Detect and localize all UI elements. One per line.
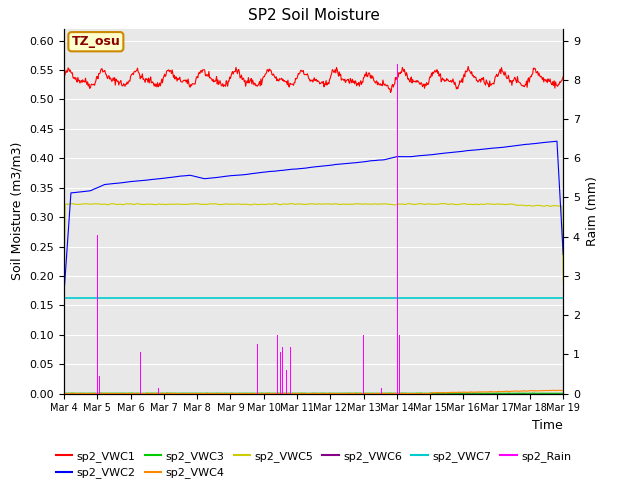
sp2_VWC6 [170, 391, 178, 396]
sp2_VWC4 [170, 391, 178, 396]
sp2_VWC7 [191, 295, 199, 300]
sp2_VWC5 [559, 278, 567, 284]
sp2_VWC7 [354, 295, 362, 300]
Line: sp2_VWC4: sp2_VWC4 [64, 390, 563, 394]
sp2_VWC1 [465, 63, 472, 69]
sp2_VWC2 [170, 174, 177, 180]
X-axis label: Time: Time [532, 419, 563, 432]
sp2_VWC2 [354, 159, 362, 165]
sp2_VWC7 [559, 295, 567, 300]
sp2_VWC3 [559, 390, 567, 396]
sp2_VWC5 [403, 201, 411, 207]
sp2_VWC6 [425, 391, 433, 396]
sp2_VWC5 [191, 201, 199, 206]
sp2_VWC4 [404, 391, 412, 396]
sp2_VWC1 [515, 79, 523, 85]
sp2_VWC1 [170, 74, 177, 80]
sp2_VWC4 [307, 391, 314, 396]
sp2_VWC1 [559, 73, 567, 79]
sp2_VWC1 [354, 81, 362, 87]
sp2_VWC5 [354, 201, 362, 207]
sp2_VWC7 [403, 295, 411, 300]
Line: sp2_VWC1: sp2_VWC1 [64, 66, 563, 93]
sp2_VWC6 [515, 391, 523, 396]
sp2_VWC2 [60, 290, 68, 296]
sp2_VWC5 [515, 203, 522, 208]
Title: SP2 Soil Moisture: SP2 Soil Moisture [248, 9, 380, 24]
sp2_VWC3 [180, 390, 188, 396]
sp2_VWC4 [61, 391, 69, 396]
sp2_VWC4 [515, 388, 522, 394]
sp2_VWC2 [553, 138, 561, 144]
sp2_VWC6 [559, 391, 567, 396]
sp2_VWC6 [60, 391, 68, 396]
sp2_VWC5 [406, 201, 413, 206]
sp2_VWC3 [355, 390, 362, 396]
sp2_VWC2 [514, 143, 522, 148]
sp2_VWC3 [307, 390, 314, 396]
sp2_VWC2 [306, 165, 314, 170]
sp2_VWC6 [137, 390, 145, 396]
sp2_VWC7 [514, 295, 522, 300]
sp2_VWC4 [559, 387, 567, 393]
sp2_VWC3 [404, 390, 412, 396]
sp2_VWC6 [355, 391, 362, 396]
Legend: sp2_VWC1, sp2_VWC2, sp2_VWC3, sp2_VWC4, sp2_VWC5, sp2_VWC6, sp2_VWC7, sp2_Rain: sp2_VWC1, sp2_VWC2, sp2_VWC3, sp2_VWC4, … [51, 446, 576, 480]
sp2_VWC7 [306, 295, 314, 300]
sp2_VWC6 [404, 391, 412, 396]
sp2_VWC1 [60, 73, 68, 79]
Line: sp2_VWC5: sp2_VWC5 [64, 204, 563, 281]
sp2_VWC3 [60, 390, 68, 396]
sp2_VWC6 [192, 391, 200, 396]
sp2_VWC3 [170, 390, 177, 396]
sp2_VWC7 [170, 295, 177, 300]
Y-axis label: Raim (mm): Raim (mm) [586, 176, 598, 246]
sp2_VWC7 [60, 295, 68, 300]
sp2_VWC4 [192, 391, 200, 396]
sp2_VWC4 [60, 391, 68, 396]
sp2_VWC5 [170, 201, 177, 207]
Y-axis label: Soil Moisture (m3/m3): Soil Moisture (m3/m3) [11, 142, 24, 280]
sp2_VWC3 [479, 390, 486, 396]
sp2_VWC1 [404, 76, 412, 82]
sp2_VWC4 [355, 391, 362, 396]
sp2_VWC5 [60, 277, 68, 283]
sp2_VWC3 [515, 390, 523, 396]
sp2_VWC2 [403, 154, 411, 160]
sp2_VWC3 [192, 390, 200, 396]
Line: sp2_VWC2: sp2_VWC2 [64, 141, 563, 293]
sp2_VWC6 [307, 391, 314, 396]
sp2_VWC2 [191, 174, 199, 180]
sp2_VWC1 [306, 76, 314, 82]
Text: TZ_osu: TZ_osu [72, 35, 120, 48]
sp2_VWC2 [559, 252, 567, 257]
sp2_VWC5 [306, 201, 314, 207]
sp2_VWC1 [387, 90, 394, 96]
sp2_VWC1 [191, 81, 199, 87]
